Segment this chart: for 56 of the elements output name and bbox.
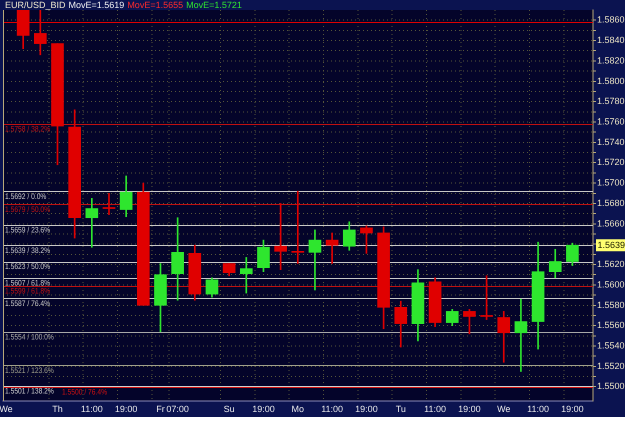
- y-tick-label: 1.5520: [597, 360, 625, 371]
- ref-line-label: 1.5607 / 61.8%: [5, 278, 51, 288]
- ref-line-label: 1.5623 / 50.0%: [5, 262, 51, 272]
- x-tick-label: Tu: [396, 404, 406, 414]
- ref-line-label: 1.5521 / 123.6%: [5, 365, 54, 376]
- y-tick-label: 1.5580: [597, 300, 625, 310]
- ref-line-label: 1.5500 / 76.4%: [62, 386, 108, 397]
- candlestick: [360, 226, 373, 254]
- text: 1.5639: [598, 240, 625, 250]
- annotation: MovE=1.5655: [127, 0, 184, 10]
- y-tick-label: 1.5500: [597, 381, 625, 392]
- y-tick-label: 1.5780: [597, 96, 625, 106]
- x-tick-label: 19:00: [252, 404, 275, 414]
- x-tick-label: 19:00: [114, 404, 138, 414]
- y-tick-label: 1.5760: [597, 116, 625, 126]
- y-tick-label: 1.5700: [597, 178, 625, 188]
- ref-line-label: 1.5554 / 100.0%: [5, 332, 54, 342]
- x-tick-label: 11:00: [80, 404, 103, 414]
- ref-line-label: 1.5692 / 0.0%: [5, 191, 47, 202]
- ref-line-label: 1.5679 / 50.0%: [5, 204, 51, 214]
- x-tick-label: 11:00: [527, 404, 550, 414]
- candlestick: [102, 192, 116, 215]
- y-tick-label: 1.5660: [597, 218, 625, 228]
- x-tick-label: Mo: [292, 404, 304, 414]
- candlestick: [463, 309, 476, 334]
- y-tick-label: 1.5600: [597, 279, 625, 290]
- y-tick-label: 1.5860: [597, 14, 625, 25]
- annotation: MovE=1.5619: [68, 0, 124, 10]
- x-tick-label: We: [497, 404, 510, 414]
- ref-line-label: 1.5587 / 76.4%: [5, 298, 51, 308]
- ref-line-label: 1.5758 / 38.2%: [5, 124, 51, 134]
- y-tick-label: 1.5620: [597, 259, 625, 270]
- x-tick-label: 19:00: [561, 404, 584, 414]
- ref-line-label: 1.5599 / 61.8%: [5, 286, 51, 296]
- y-tick-label: 1.5540: [597, 340, 625, 350]
- y-tick-label: 1.5560: [597, 320, 625, 330]
- y-tick-label: 1.5820: [597, 55, 625, 66]
- x-tick-label: Th: [52, 404, 63, 414]
- ref-line-label: 1.5501 / 138.2%: [5, 386, 54, 396]
- x-tick-label: Su: [224, 404, 235, 414]
- x-tick-label: 11:00: [321, 404, 344, 414]
- x-tick-label: 19:00: [458, 404, 481, 414]
- chart-title: EUR/USD_BID: [5, 0, 66, 10]
- y-tick-label: 1.5680: [597, 198, 625, 208]
- y-tick-label: 1.5720: [597, 157, 625, 168]
- x-tick-label: Fr: [156, 404, 165, 414]
- y-tick-label: 1.5840: [597, 35, 625, 46]
- y-tick-label: 1.5800: [597, 76, 625, 86]
- ref-line-label: 1.5659 / 23.6%: [5, 224, 51, 235]
- annotation: MovE=1.5721: [186, 0, 242, 10]
- ref-line-label: 1.5639 / 38.2%: [5, 245, 51, 256]
- candlestick: [308, 230, 322, 290]
- x-tick-label: 19:00: [355, 404, 378, 414]
- x-tick-label: 07:00: [166, 404, 189, 414]
- y-tick-label: 1.5740: [597, 136, 625, 147]
- x-tick-label: 11:00: [424, 404, 446, 414]
